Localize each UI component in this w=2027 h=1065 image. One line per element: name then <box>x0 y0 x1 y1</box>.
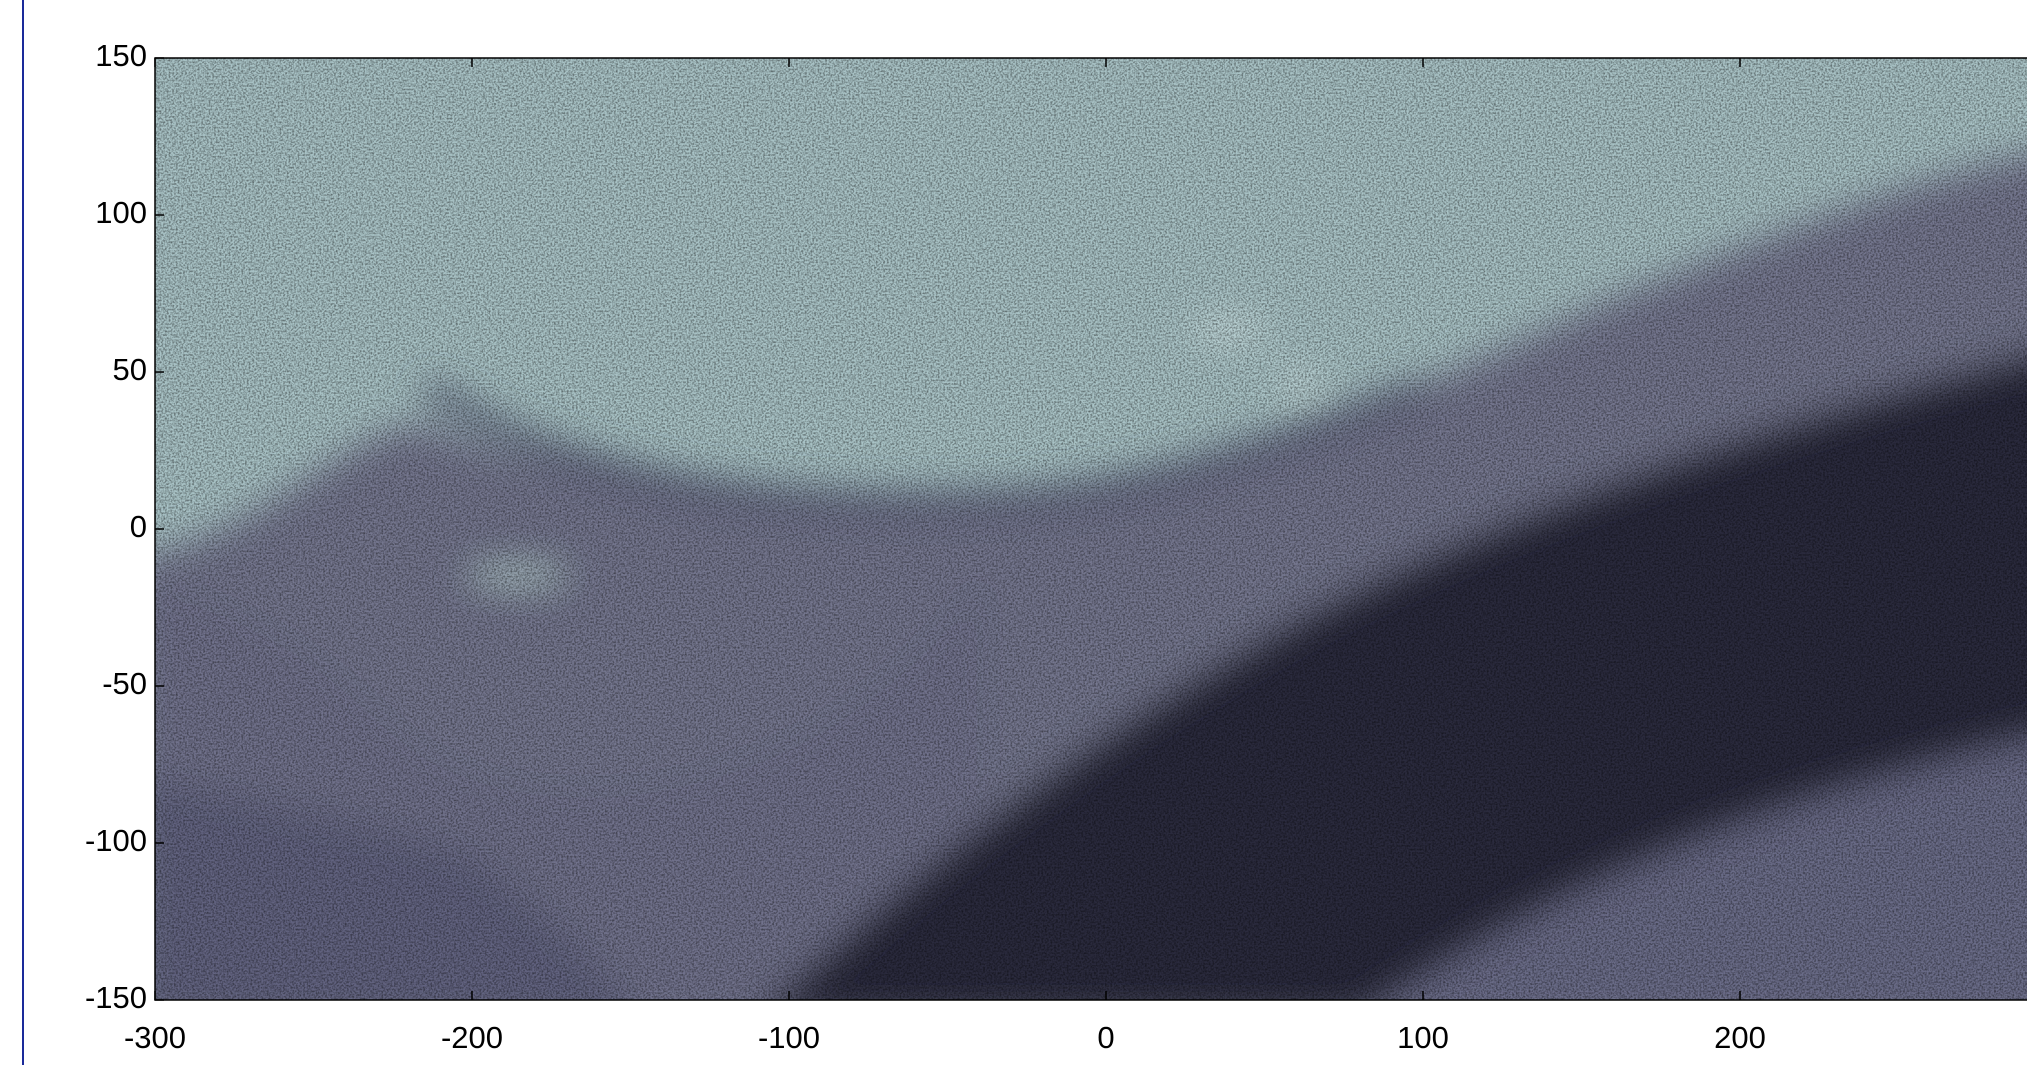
y-tick-label: 0 <box>130 509 147 544</box>
image <box>155 58 2027 1000</box>
x-tick-label: -300 <box>124 1020 186 1055</box>
y-tick-label: 50 <box>113 352 147 387</box>
x-tick-label: -200 <box>441 1020 503 1055</box>
y-tick-label: -150 <box>85 980 147 1015</box>
y-tick-label: -100 <box>85 823 147 858</box>
x-tick-label: 200 <box>1714 1020 1766 1055</box>
x-tick-label: 100 <box>1397 1020 1449 1055</box>
y-tick-label: 150 <box>95 38 147 73</box>
x-tick-label: 0 <box>1097 1020 1114 1055</box>
y-tick-label: 100 <box>95 195 147 230</box>
y-tick-label: -50 <box>102 666 147 701</box>
x-tick-label: -100 <box>758 1020 820 1055</box>
